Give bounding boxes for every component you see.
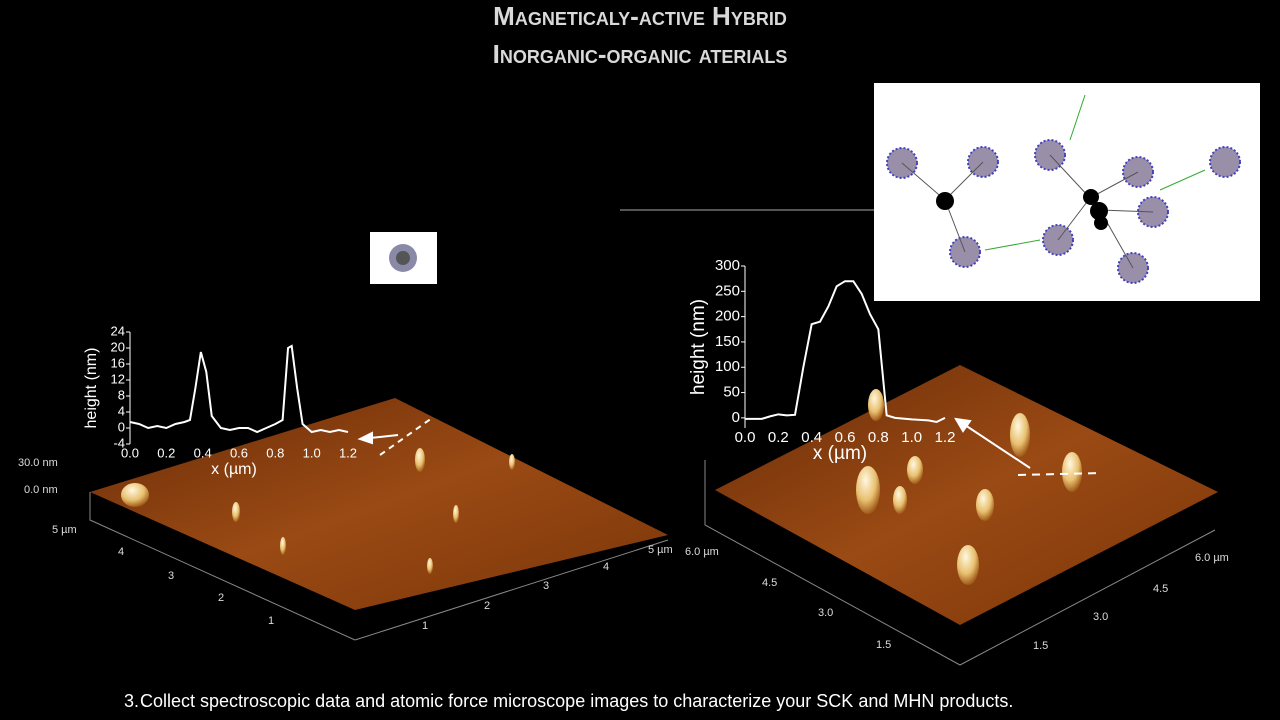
afm-axis-label: 3.0 xyxy=(1093,611,1108,623)
x-tick-label: 0.8 xyxy=(266,445,284,460)
afm-axis-label: 3 xyxy=(168,570,174,582)
y-tick-label: 0 xyxy=(732,409,740,426)
afm-image-right xyxy=(704,365,1218,666)
x-tick-label: 1.2 xyxy=(339,445,357,460)
profile-line xyxy=(129,344,349,434)
afm-axis-label: 0.0 nm xyxy=(24,484,58,496)
afm-axis-label: 1.5 xyxy=(876,639,891,651)
y-tick-label: 100 xyxy=(715,358,740,375)
y-axis-label: height (nm) xyxy=(688,299,709,395)
molecule-icon xyxy=(370,232,437,284)
afm-axis-label: 5 µm xyxy=(648,544,673,556)
x-tick-label: 0.4 xyxy=(801,429,822,446)
afm-axis-label: 5 µm xyxy=(52,524,77,536)
afm-axis-label: 3 xyxy=(543,580,549,592)
afm-axis-label: 1 xyxy=(422,620,428,632)
y-axis-label: height (nm) xyxy=(83,348,100,429)
x-axis-label: x (µm) xyxy=(211,461,257,478)
arrows xyxy=(357,417,1103,476)
y-tick-label: 250 xyxy=(715,282,740,299)
y-tick-label: 4 xyxy=(118,403,125,418)
afm-axis-label: 30.0 nm xyxy=(18,457,58,469)
y-tick-label: 200 xyxy=(715,308,740,325)
x-tick-label: 1.2 xyxy=(935,429,956,446)
y-tick-label: 300 xyxy=(715,257,740,274)
network-diagram xyxy=(874,83,1260,301)
y-tick-label: -4 xyxy=(113,435,125,450)
afm-axis-label: 4.5 xyxy=(1153,583,1168,595)
x-tick-label: 0.0 xyxy=(735,429,756,446)
afm-axis-label: 6.0 µm xyxy=(1195,552,1229,564)
y-tick-label: 8 xyxy=(118,387,125,402)
afm-axis-label: 4 xyxy=(603,561,609,573)
afm-axis-label: 1.5 xyxy=(1033,640,1048,652)
title-line: Magneticaly-active Hybrid xyxy=(493,1,787,31)
afm-axis-label: 4 xyxy=(118,546,124,558)
x-tick-label: 0.6 xyxy=(835,429,856,446)
title-line: Inorganic-organic aterials xyxy=(493,39,788,69)
y-tick-label: 20 xyxy=(111,339,125,354)
x-tick-label: 0.0 xyxy=(121,445,139,460)
y-tick-label: 12 xyxy=(111,371,125,386)
x-tick-label: 1.0 xyxy=(303,445,321,460)
afm-axis-label: 2 xyxy=(218,592,224,604)
x-tick-label: 1.0 xyxy=(901,429,922,446)
x-tick-label: 0.6 xyxy=(230,445,248,460)
afm-image-left xyxy=(89,398,669,641)
caption-number: 3. xyxy=(124,691,139,711)
x-tick-label: 0.2 xyxy=(768,429,789,446)
caption: Collect spectroscopic data and atomic fo… xyxy=(140,691,1013,711)
y-tick-label: 0 xyxy=(118,419,125,434)
y-tick-label: 16 xyxy=(111,355,125,370)
afm-axis-label: 2 xyxy=(484,600,490,612)
y-tick-label: 24 xyxy=(111,323,125,338)
x-tick-label: 0.2 xyxy=(157,445,175,460)
afm-axis-label: 6.0 µm xyxy=(685,546,719,558)
afm-axis-label: 1 xyxy=(268,615,274,627)
x-axis-label: x (µm) xyxy=(813,443,867,464)
afm-axis-label: 4.5 xyxy=(762,577,777,589)
afm-axis-label: 3.0 xyxy=(818,607,833,619)
y-tick-label: 50 xyxy=(723,384,740,401)
y-tick-label: 150 xyxy=(715,333,740,350)
profile-line xyxy=(745,280,946,423)
x-tick-label: 0.8 xyxy=(868,429,889,446)
x-tick-label: 0.4 xyxy=(194,445,212,460)
